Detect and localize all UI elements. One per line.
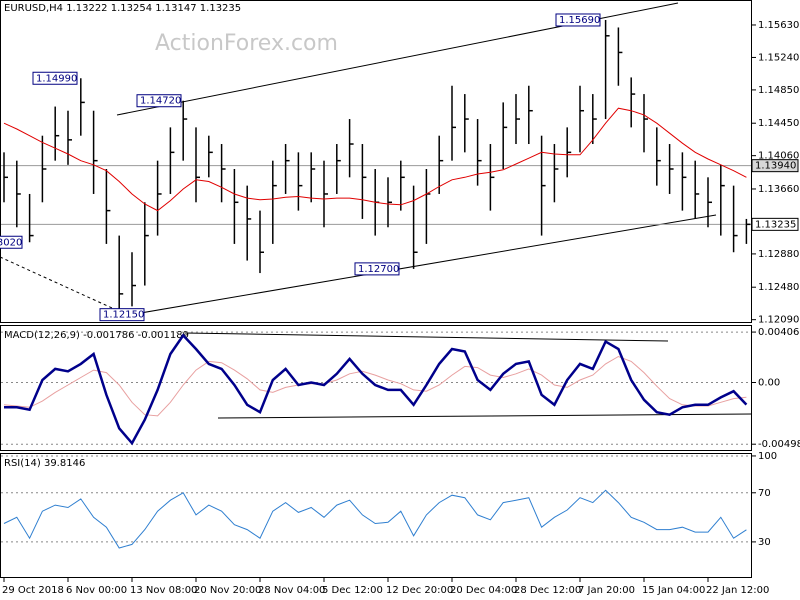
annotation-label: 1.12700 — [358, 264, 399, 275]
y-tick-label: 1.14450 — [758, 118, 799, 129]
macd-upper-line — [184, 332, 669, 342]
x-tick-label: 22 Jan 12:00 — [706, 585, 769, 596]
annotation-box — [99, 308, 145, 322]
x-tick-label: 12 Dec 20:00 — [386, 585, 453, 596]
price-label: 1.13940 — [755, 161, 796, 172]
annotation-label: 1.14720 — [140, 96, 181, 107]
x-tick-label: 7 Jan 20:00 — [578, 585, 635, 596]
y-tick-label: 1.12090 — [758, 315, 799, 326]
price-label: 1.13235 — [755, 219, 796, 230]
x-tick-label: 28 Nov 04:00 — [258, 585, 325, 596]
x-tick-label: 6 Nov 00:00 — [66, 585, 127, 596]
rsi-panel — [0, 453, 752, 578]
annotation-box — [32, 71, 78, 85]
y-tick-label: 1.15630 — [758, 20, 799, 31]
x-tick-label: 13 Nov 08:00 — [130, 585, 197, 596]
x-tick-label: 15 Jan 04:00 — [642, 585, 705, 596]
watermark: ActionForex.com — [155, 31, 338, 56]
annotation-label: 1.13020 — [0, 237, 22, 248]
y-tick-label: 1.15240 — [758, 52, 799, 63]
annotation-box — [555, 13, 601, 27]
price-label-box — [751, 217, 799, 231]
annotation-box — [136, 94, 182, 108]
y-tick-label: 30 — [758, 537, 771, 548]
x-tick-label: 29 Oct 2018 — [2, 585, 64, 596]
annotation-label: 1.15690 — [559, 15, 600, 26]
annotation-box — [354, 262, 400, 276]
rsi-line — [3, 489, 747, 549]
macd-panel — [0, 325, 752, 451]
annotation-box — [0, 235, 23, 249]
macd-line — [4, 333, 748, 446]
x-tick-label: 5 Dec 12:00 — [322, 585, 383, 596]
price-label-box — [751, 159, 799, 173]
dashed-trendline — [0, 256, 124, 314]
y-tick-label: 1.14850 — [758, 85, 799, 96]
annotation-label: 1.14990 — [36, 73, 77, 84]
price-title: EURUSD,H4 1.13222 1.13254 1.13147 1.1323… — [4, 3, 241, 14]
y-tick-label: 1.14060 — [758, 151, 799, 162]
x-tick-label: 20 Dec 04:00 — [450, 585, 517, 596]
y-tick-label: 100 — [758, 451, 777, 462]
rsi-title: RSI(14) 39.8146 — [4, 458, 85, 469]
moving-average — [3, 107, 747, 212]
y-tick-label: 1.12480 — [758, 282, 799, 293]
lower-channel — [122, 214, 717, 317]
y-tick-label: 0.004069 — [758, 327, 800, 338]
y-tick-label: 0.00 — [758, 377, 780, 388]
y-tick-label: 1.13660 — [758, 184, 799, 195]
macd-title: MACD(12,26,9) -0.001786 -0.001189 — [4, 330, 189, 341]
annotation-label: 1.12150 — [103, 310, 144, 321]
x-tick-label: 20 Nov 20:00 — [194, 585, 261, 596]
y-tick-label: 70 — [758, 488, 771, 499]
x-tick-label: 28 Dec 12:00 — [514, 585, 581, 596]
y-tick-label: 1.12880 — [758, 249, 799, 260]
